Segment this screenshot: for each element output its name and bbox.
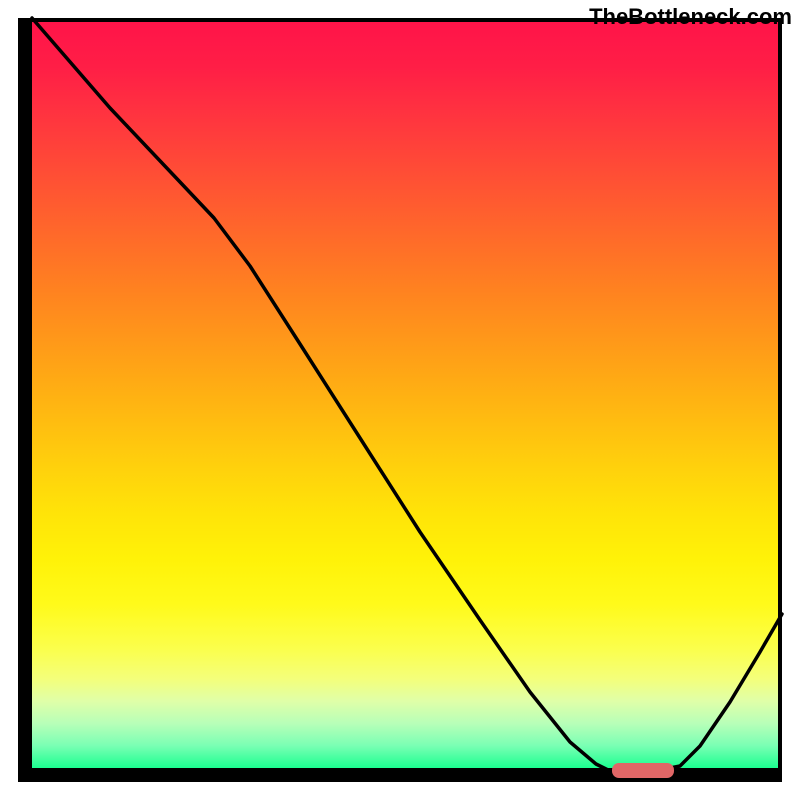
chart-svg bbox=[0, 0, 800, 800]
plot-border-left bbox=[18, 18, 32, 782]
plot-border-right bbox=[778, 18, 782, 782]
chart-background bbox=[32, 22, 778, 768]
optimal-range-marker bbox=[612, 763, 674, 778]
watermark-text: TheBottleneck.com bbox=[589, 4, 792, 30]
chart-container: TheBottleneck.com bbox=[0, 0, 800, 800]
